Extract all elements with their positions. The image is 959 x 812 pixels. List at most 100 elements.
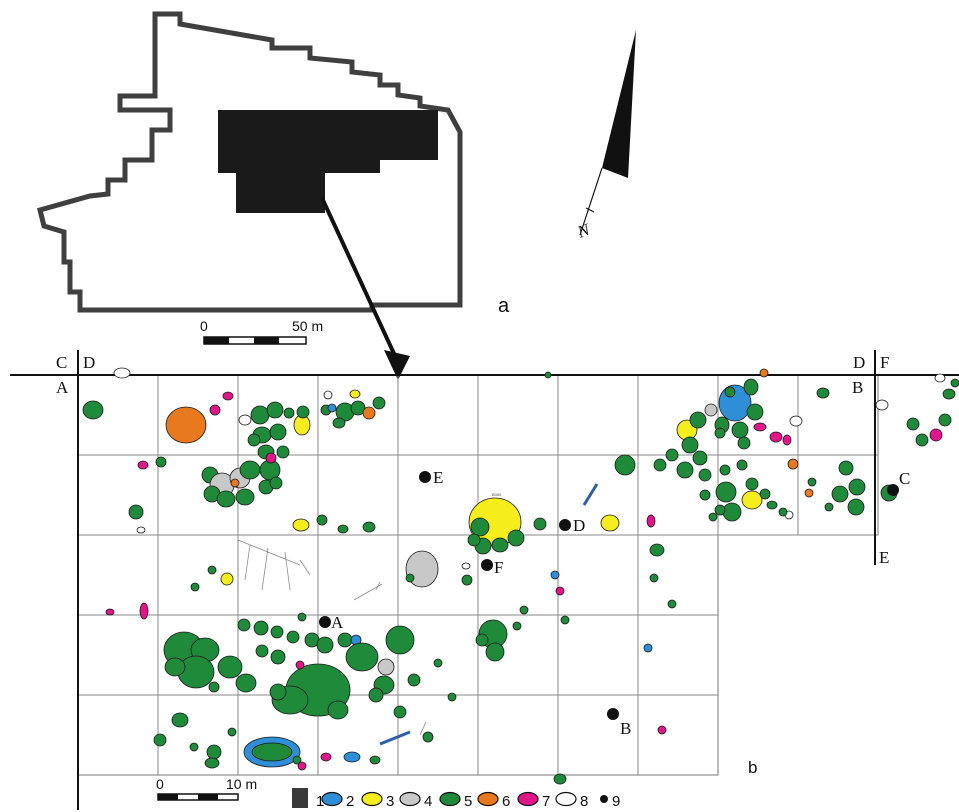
scale-b-end: 10 m bbox=[226, 776, 257, 792]
feature-120 bbox=[643, 643, 653, 653]
feature-106 bbox=[485, 642, 505, 662]
feature-161 bbox=[804, 488, 814, 498]
point-b-label: B bbox=[620, 719, 631, 738]
feature-80 bbox=[171, 712, 189, 728]
feature-117 bbox=[646, 514, 656, 528]
feature-81 bbox=[153, 733, 167, 747]
legend-swatch-9 bbox=[600, 795, 608, 803]
legend-item-4: 4 bbox=[399, 791, 432, 810]
feature-177 bbox=[950, 378, 959, 388]
feature-56 bbox=[237, 618, 251, 632]
feature-126 bbox=[689, 411, 707, 429]
feature-96 bbox=[470, 517, 490, 537]
point-e-label: E bbox=[433, 468, 443, 487]
feature-19 bbox=[247, 433, 261, 447]
feature-48 bbox=[139, 602, 149, 620]
feature-170 bbox=[875, 399, 889, 411]
feature-9 bbox=[238, 414, 252, 426]
feature-64 bbox=[337, 632, 353, 648]
legend-item-9: 9 bbox=[600, 793, 620, 810]
feature-128 bbox=[665, 448, 679, 462]
feature-42 bbox=[316, 514, 328, 526]
point-d-label: D bbox=[573, 516, 585, 535]
feature-140 bbox=[759, 368, 769, 378]
feature-77 bbox=[295, 660, 305, 670]
legend-number-6: 6 bbox=[502, 793, 510, 810]
feature-122 bbox=[553, 773, 567, 785]
feature-156 bbox=[769, 431, 783, 443]
feature-76 bbox=[393, 705, 407, 719]
section-label-d-left: D bbox=[83, 353, 95, 372]
feature-17 bbox=[296, 405, 310, 419]
feature-83 bbox=[206, 744, 222, 760]
feature-43 bbox=[337, 524, 349, 534]
site-outline-map bbox=[36, 11, 463, 380]
feature-74 bbox=[368, 687, 384, 703]
feature-142 bbox=[753, 422, 767, 432]
feature-110 bbox=[555, 586, 565, 596]
legend-number-5: 5 bbox=[464, 793, 472, 810]
section-label-b: B bbox=[852, 378, 863, 397]
feature-35 bbox=[350, 400, 366, 416]
feature-31 bbox=[230, 478, 240, 488]
legend-swatch-3 bbox=[361, 791, 383, 807]
linear-features bbox=[237, 539, 427, 736]
feature-54 bbox=[217, 655, 243, 679]
section-label-e: E bbox=[879, 548, 889, 567]
feature-91 bbox=[343, 751, 361, 763]
feature-38 bbox=[349, 389, 361, 399]
feature-18 bbox=[283, 407, 295, 419]
feature-8 bbox=[222, 391, 234, 401]
legend-swatch-4 bbox=[399, 791, 421, 807]
feature-114 bbox=[600, 514, 620, 532]
feature-89 bbox=[297, 761, 307, 771]
feature-143 bbox=[737, 436, 751, 450]
feature-113 bbox=[519, 605, 529, 615]
feature-141 bbox=[724, 386, 736, 398]
north-arrow: N bbox=[574, 30, 636, 242]
section-lines bbox=[10, 350, 959, 810]
section-label-a: A bbox=[56, 378, 69, 397]
feature-90 bbox=[320, 752, 332, 762]
feature-139 bbox=[714, 427, 726, 439]
legend-number-9: 9 bbox=[612, 793, 620, 810]
feature-6 bbox=[165, 406, 207, 444]
feature-102 bbox=[461, 562, 471, 570]
blue-linear-features bbox=[379, 483, 599, 746]
panel-a-label: a bbox=[498, 295, 510, 317]
feature-3 bbox=[155, 456, 167, 468]
feature-40 bbox=[323, 390, 333, 400]
scale-bar-a: 0 50 m bbox=[200, 318, 323, 345]
feature-15 bbox=[276, 445, 290, 459]
feature-154 bbox=[766, 500, 778, 510]
legend-number-1: 1 bbox=[316, 793, 324, 810]
feature-92 bbox=[369, 755, 381, 765]
feature-33 bbox=[327, 403, 337, 413]
feature-148 bbox=[759, 488, 771, 500]
feature-94 bbox=[447, 692, 457, 702]
feature-70 bbox=[345, 642, 379, 672]
feature-163 bbox=[838, 460, 854, 476]
section-label-f: F bbox=[880, 353, 889, 372]
feature-144 bbox=[715, 481, 737, 503]
legend-swatch-5 bbox=[439, 791, 461, 807]
feature-53 bbox=[164, 657, 186, 677]
feature-123 bbox=[544, 371, 552, 379]
feature-138 bbox=[704, 403, 718, 417]
point-c-marker bbox=[887, 484, 899, 496]
feature-149 bbox=[714, 504, 726, 516]
legend-number-8: 8 bbox=[580, 793, 588, 810]
feature-61 bbox=[255, 644, 269, 658]
feature-100 bbox=[467, 533, 481, 547]
feature-129 bbox=[653, 458, 667, 472]
legend-item-2: 2 bbox=[321, 791, 354, 810]
feature-27 bbox=[235, 488, 255, 506]
point-c-label: C bbox=[899, 469, 910, 488]
feature-172 bbox=[915, 433, 929, 447]
feature-46 bbox=[207, 565, 217, 575]
feature-41 bbox=[292, 518, 310, 532]
feature-84 bbox=[204, 757, 220, 769]
legend-swatch-6 bbox=[477, 791, 499, 807]
feature-98 bbox=[491, 537, 509, 553]
